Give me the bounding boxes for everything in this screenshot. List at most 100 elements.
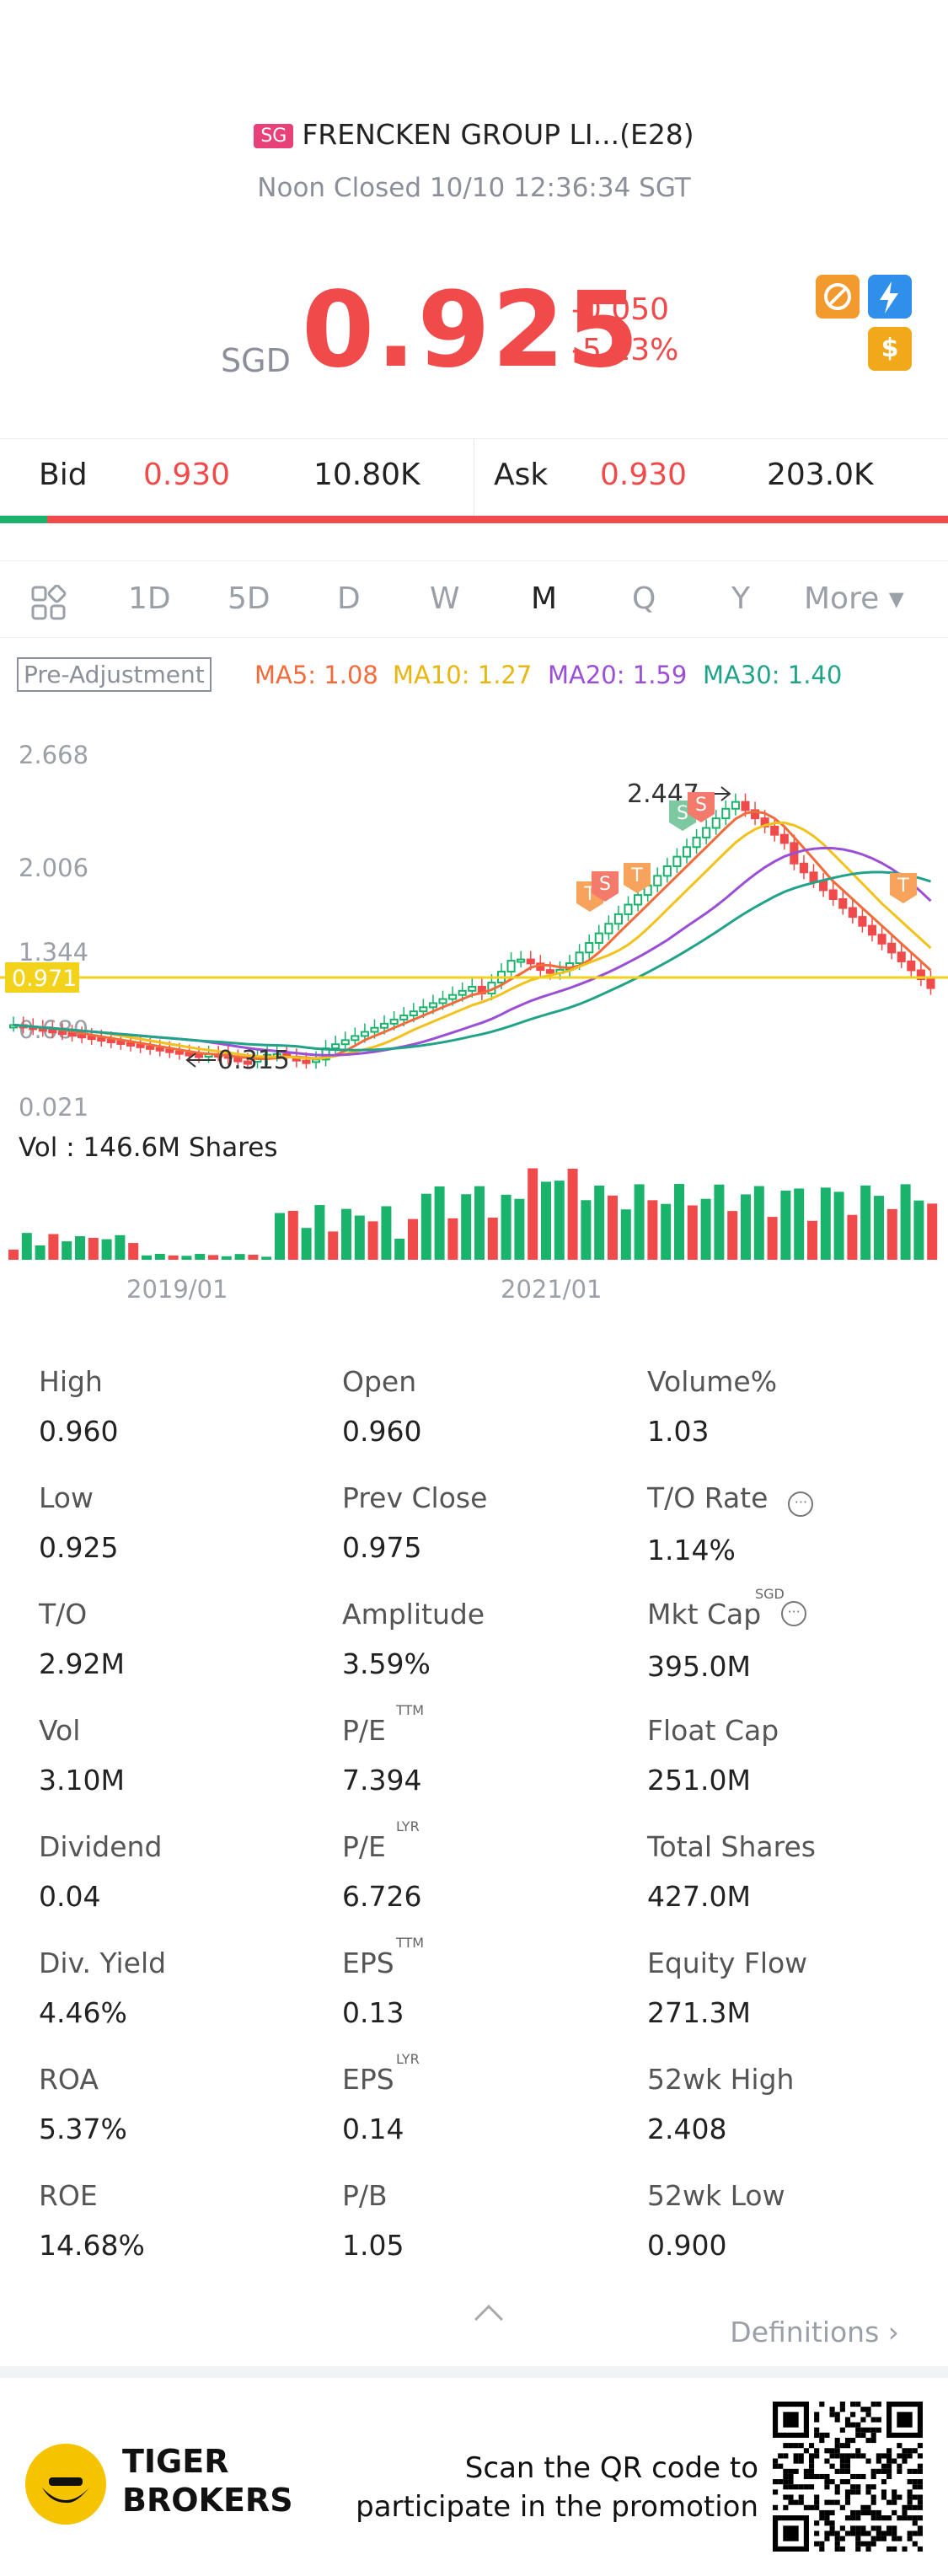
volume-bar	[115, 1234, 126, 1260]
tab-quarter[interactable]: Q	[632, 581, 656, 616]
stat-value: 3.59%	[342, 1647, 431, 1680]
trade-marker[interactable]: S	[592, 871, 619, 902]
more-info-icon[interactable]: ···	[781, 1600, 807, 1626]
volume-bar	[927, 1203, 938, 1260]
candle	[506, 960, 516, 973]
currency-label: SGD	[221, 342, 291, 379]
stat-value: 0.900	[647, 2229, 727, 2262]
candle	[448, 993, 458, 1000]
stat-value: 0.925	[39, 1531, 119, 1564]
x-tick-label: 2021/01	[501, 1275, 602, 1304]
volume-bar	[700, 1198, 711, 1260]
definitions-link[interactable]: Definitions ›	[730, 2316, 899, 2348]
candle	[302, 1059, 311, 1064]
dollar-icon[interactable]: $	[868, 327, 912, 371]
volume-bar	[634, 1184, 645, 1260]
candle	[126, 1042, 136, 1047]
candle	[468, 985, 477, 992]
trade-marker[interactable]: T	[624, 863, 651, 893]
collapse-chevron-icon[interactable]	[474, 2305, 503, 2333]
volume-bar	[154, 1254, 165, 1260]
stat-label-text: Low	[39, 1481, 94, 1514]
candle	[779, 833, 789, 844]
stat-label-text: High	[39, 1365, 103, 1398]
stat-value: 0.14	[342, 2113, 404, 2145]
stat-label-text: EPS	[342, 2063, 394, 2096]
stat-value: 0.960	[342, 1415, 422, 1448]
stat-item: Equity Flow 271.3M	[647, 1947, 934, 2065]
trade-marker[interactable]: S	[688, 792, 715, 822]
flash-order-icon[interactable]	[868, 275, 912, 319]
stat-item: Mkt Cap SGD ··· 395.0M	[647, 1586, 934, 1716]
candle	[409, 1010, 418, 1017]
volume-bar	[753, 1186, 764, 1260]
stat-label: Volume%	[647, 1365, 777, 1398]
stat-item: ROA 5.37%	[39, 2063, 325, 2181]
kline-chart[interactable]: 2.668 2.006 1.344 0.680 0.021 0.971 2.44…	[0, 725, 948, 1315]
tab-5d[interactable]: 5D	[228, 581, 270, 616]
stat-label: High	[39, 1365, 103, 1398]
candle	[57, 1031, 67, 1036]
stat-label: ROE	[39, 2179, 98, 2212]
tab-year[interactable]: Y	[731, 581, 750, 616]
tab-day[interactable]: D	[337, 581, 361, 616]
stat-label-text: Dividend	[39, 1830, 163, 1863]
stat-label-text: Float Cap	[647, 1714, 779, 1747]
stat-value: 251.0M	[647, 1764, 751, 1797]
candle	[48, 1029, 57, 1034]
candle	[721, 807, 731, 820]
volume-bar	[727, 1211, 738, 1260]
pre-adjustment-toggle[interactable]: Pre-Adjustment	[17, 657, 212, 692]
candle	[340, 1039, 350, 1046]
candle	[848, 907, 857, 918]
candle	[351, 1035, 360, 1042]
more-info-icon[interactable]: ···	[788, 1491, 814, 1517]
stat-label: Amplitude	[342, 1598, 485, 1631]
stat-value: 2.92M	[39, 1647, 125, 1680]
quote-header: SG FRENCKEN GROUP LI...(E28) Noon Closed …	[0, 0, 948, 434]
volume-bar	[8, 1250, 19, 1260]
tab-1d[interactable]: 1D	[128, 581, 171, 616]
candle	[604, 923, 613, 935]
tab-month[interactable]: M	[531, 581, 558, 616]
volume-bar	[21, 1233, 32, 1260]
promo-footer: TIGER BROKERS Scan the QR code to partic…	[0, 2366, 948, 2576]
stat-item: P/B 1.05	[342, 2179, 629, 2297]
qr-code-icon[interactable]	[773, 2402, 923, 2552]
tab-more[interactable]: More ▾	[804, 581, 904, 616]
stat-item: High 0.960	[39, 1365, 325, 1483]
candle	[399, 1015, 409, 1020]
candle	[428, 1002, 438, 1009]
candle	[380, 1022, 389, 1029]
volume-bar	[287, 1210, 298, 1260]
stat-label-text: 52wk Low	[647, 2179, 785, 2212]
tab-week[interactable]: W	[430, 581, 460, 616]
volume-bar	[594, 1185, 605, 1260]
ma-legend: Pre-Adjustment MA5: 1.08 MA10: 1.27 MA20…	[0, 657, 948, 699]
stat-value: 0.13	[342, 1996, 404, 2029]
candle	[877, 934, 886, 945]
volume-bar	[741, 1194, 751, 1260]
bid-ratio-bar	[0, 516, 47, 523]
stat-label-text: Vol	[39, 1714, 81, 1747]
candle	[97, 1037, 106, 1042]
candle	[438, 998, 447, 1004]
volume-bar	[474, 1186, 485, 1260]
volume-bar	[661, 1203, 672, 1260]
volume-bar	[620, 1209, 631, 1260]
price-change: -0.050 -5.13%	[571, 290, 678, 371]
stat-value: 14.68%	[39, 2229, 145, 2262]
stat-item: P/E LYR 6.726	[342, 1818, 629, 1948]
volume-bar	[608, 1195, 618, 1260]
no-short-icon[interactable]	[816, 275, 860, 319]
stat-label-text: EPS	[342, 1947, 394, 1979]
stat-item: Div. Yield 4.46%	[39, 1947, 325, 2065]
promo-line-1: Scan the QR code to	[464, 2451, 758, 2485]
layout-grid-icon[interactable]	[30, 585, 67, 622]
stat-value: 7.394	[342, 1764, 422, 1797]
trade-marker[interactable]: T	[890, 873, 917, 903]
last-price: 0.925	[302, 270, 641, 391]
stat-label: 52wk Low	[647, 2179, 785, 2212]
volume-bar	[367, 1221, 378, 1260]
candle	[575, 951, 584, 965]
